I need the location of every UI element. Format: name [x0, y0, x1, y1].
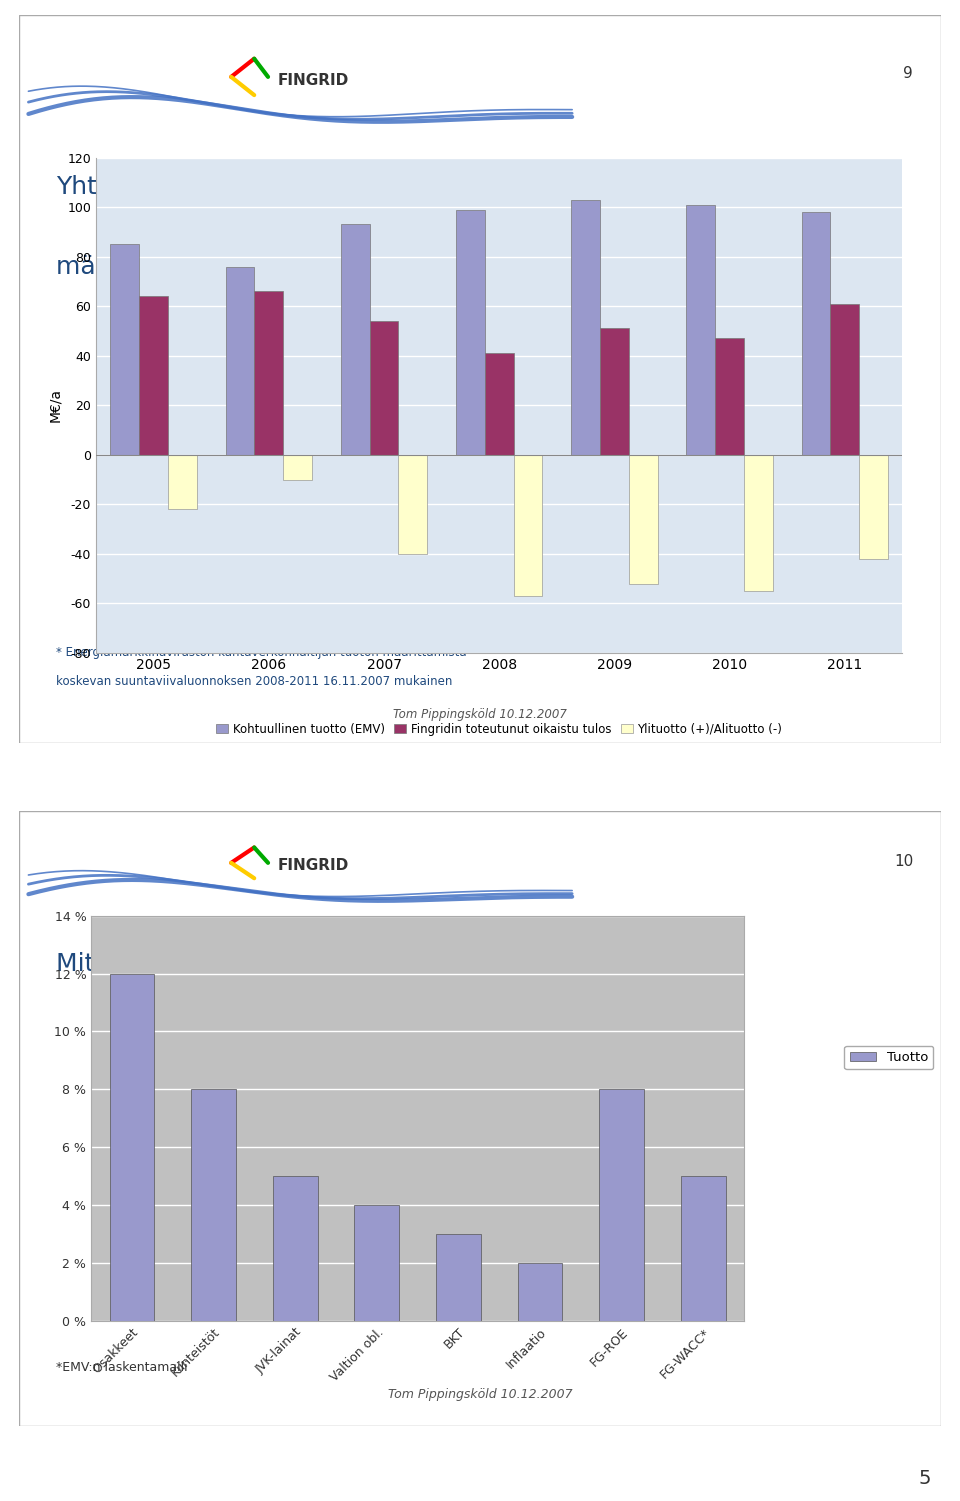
Bar — [436, 1234, 481, 1321]
Text: 10: 10 — [894, 854, 913, 869]
Bar — [273, 1177, 318, 1321]
Bar — [283, 455, 312, 480]
Bar — [686, 204, 715, 455]
Legend: Tuotto: Tuotto — [845, 1046, 933, 1069]
Text: Tom Pippingsköld 10.12.2007: Tom Pippingsköld 10.12.2007 — [393, 708, 567, 720]
Bar — [859, 455, 888, 558]
Bar — [599, 1090, 644, 1321]
Bar — [139, 296, 168, 455]
Bar — [109, 974, 155, 1321]
Bar — [681, 1177, 726, 1321]
Bar — [341, 225, 370, 455]
Bar — [744, 455, 773, 591]
Bar — [398, 455, 427, 554]
Bar — [226, 267, 254, 455]
Text: * Energiamarkkinaviraston kantaverkonhaltijan tuoton määrittämistä: * Energiamarkkinaviraston kantaverkonhal… — [56, 647, 467, 659]
Text: määrittelemän kohtuullisen tuoton: määrittelemän kohtuullisen tuoton — [56, 255, 491, 279]
Bar — [571, 200, 600, 455]
Bar — [254, 291, 283, 455]
Text: FINGRID: FINGRID — [277, 74, 348, 89]
Text: 9: 9 — [903, 66, 913, 81]
Bar — [514, 455, 542, 596]
Bar — [517, 1262, 563, 1321]
Bar — [456, 210, 485, 455]
Legend: Kohtuullinen tuotto (EMV), Fingridin toteutunut oikaistu tulos, Ylituotto (+)/Al: Kohtuullinen tuotto (EMV), Fingridin tot… — [211, 719, 787, 740]
Bar — [354, 1205, 399, 1321]
Bar — [600, 329, 629, 455]
Text: Yhtiön tulos oltava alle EMV:n: Yhtiön tulos oltava alle EMV:n — [56, 176, 427, 200]
Text: koskevan suuntaviivaluonnoksen 2008-2011 16.11.2007 mukainen: koskevan suuntaviivaluonnoksen 2008-2011… — [56, 675, 452, 689]
Bar — [715, 338, 744, 455]
Text: 5: 5 — [919, 1469, 931, 1487]
Text: FINGRID: FINGRID — [277, 859, 348, 874]
Text: Miten määritellään omistajan tuottotavoite?: Miten määritellään omistajan tuottotavoi… — [56, 952, 607, 976]
Bar — [168, 455, 197, 509]
Bar — [191, 1090, 236, 1321]
Bar — [830, 303, 859, 455]
Bar — [802, 212, 830, 455]
Bar — [110, 245, 139, 455]
Text: Tom Pippingsköld 10.12.2007: Tom Pippingsköld 10.12.2007 — [388, 1388, 572, 1402]
Bar — [485, 353, 514, 455]
Y-axis label: M€/a: M€/a — [48, 389, 61, 422]
Text: *EMV:n laskentamalli: *EMV:n laskentamalli — [56, 1360, 188, 1373]
Bar — [629, 455, 658, 584]
Bar — [370, 321, 398, 455]
